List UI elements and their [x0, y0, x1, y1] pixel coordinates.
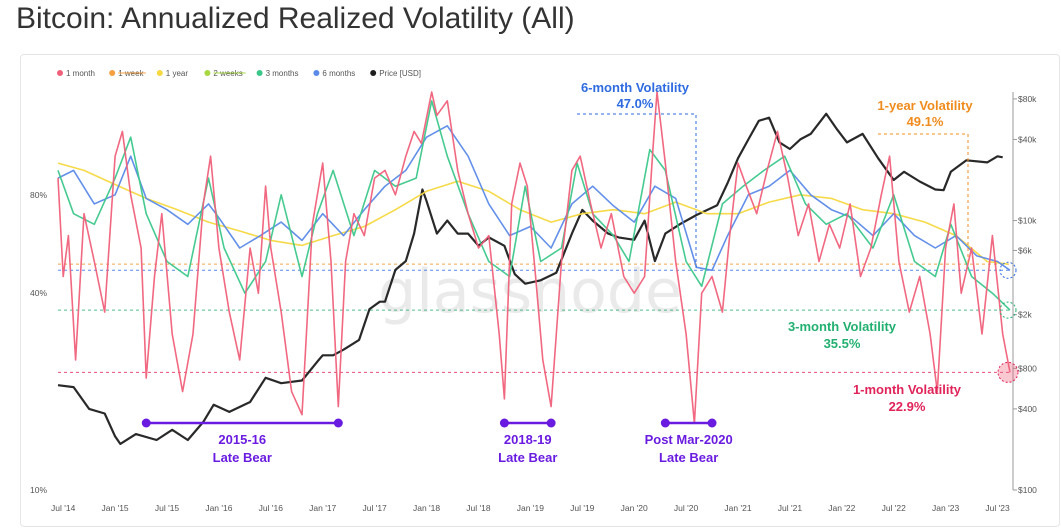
annotation-6m-leader: [577, 113, 697, 271]
late-bear-label-0: 2015-16: [218, 432, 266, 447]
late-bear-start-1: [499, 418, 509, 428]
y-right-tick-label: $80k: [1018, 94, 1037, 104]
late-bear-sublabel-0: Late Bear: [213, 450, 272, 465]
x-tick-label: Jan '18: [413, 503, 440, 513]
legend-label-1-year: 1 year: [166, 69, 189, 78]
left-y-axis: 10% 40% 80%: [30, 190, 47, 495]
y-right-tick-label: $6k: [1018, 245, 1032, 255]
late-bear-end-2: [707, 418, 717, 428]
x-tick-label: Jan '19: [517, 503, 544, 513]
legend-label-3-months: 3 months: [266, 69, 299, 78]
annotation-1y-label: 1-year Volatility: [877, 98, 973, 113]
x-tick-label: Jul '22: [882, 503, 907, 513]
y-right-tick-label: $400: [1018, 404, 1037, 414]
watermark: glassnode: [378, 257, 682, 327]
y-left-tick-label: 80%: [30, 190, 47, 200]
series-line-price: [57, 112, 1003, 445]
y-right-tick-label: $2k: [1018, 310, 1032, 320]
annotation-6m-label: 6-month Volatility: [581, 80, 690, 95]
x-tick-label: Jul '15: [155, 503, 180, 513]
x-tick-label: Jan '21: [724, 503, 751, 513]
annotation-6m-value: 47.0%: [617, 96, 654, 111]
series-line-m3: [57, 100, 1011, 311]
y-right-tick-label: $800: [1018, 363, 1037, 373]
x-axis: Jul '14 Jan '15 Jul '15 Jan '16 Jul '16 Jan '…: [51, 503, 1010, 513]
legend-dot-1-year: [156, 70, 163, 76]
legend-dot-price-usd: [370, 70, 377, 76]
series-line-m1: [57, 91, 1011, 425]
series-line-m6: [57, 125, 1011, 272]
late-bear-markers: 2015-16 Late Bear 2018-19 Late Bear Post Mar…: [141, 418, 733, 465]
marker-3m-end: [999, 301, 1017, 319]
legend-label-6-months: 6 months: [322, 69, 355, 78]
late-bear-label-1: 2018-19: [504, 432, 552, 447]
late-bear-start-0: [141, 418, 151, 428]
y-right-tick-label: $100: [1018, 485, 1037, 495]
late-bear-start-2: [660, 418, 670, 428]
legend: 1 month 1 week 1 year 2 weeks 3 months 6 mont…: [57, 69, 421, 78]
marker-6m-end: [999, 261, 1017, 279]
annotation-3m-value: 35.5%: [824, 336, 861, 351]
y-right-tick-label: $40k: [1018, 134, 1037, 144]
annotation-1m-value: 22.9%: [889, 399, 926, 414]
x-tick-label: Jul '18: [466, 503, 491, 513]
x-tick-label: Jan '23: [932, 503, 959, 513]
late-bear-end-1: [546, 418, 556, 428]
x-tick-label: Jul '20: [674, 503, 699, 513]
chart-frame: [20, 54, 1060, 527]
legend-dot-6-months: [313, 70, 320, 76]
annotation-1y-value: 49.1%: [907, 114, 944, 129]
legend-label-1-month: 1 month: [66, 69, 95, 78]
x-tick-label: Jul '16: [259, 503, 284, 513]
x-tick-label: Jan '16: [205, 503, 232, 513]
y-right-tick-label: $10k: [1018, 216, 1037, 226]
x-tick-label: Jan '17: [309, 503, 336, 513]
late-bear-end-0: [333, 418, 343, 428]
late-bear-sublabel-2: Late Bear: [659, 450, 718, 465]
x-tick-label: Jul '14: [51, 503, 76, 513]
series-line-y1: [57, 162, 1008, 265]
y-left-tick-label: 10%: [30, 485, 47, 495]
legend-dot-3-months: [256, 70, 263, 76]
legend-dot-2-weeks: [204, 70, 211, 76]
x-tick-label: Jul '17: [362, 503, 387, 513]
annotation-1m-label: 1-month Volatility: [853, 382, 962, 397]
chart-title: Bitcoin: Annualized Realized Volatility …: [16, 2, 575, 35]
x-tick-label: Jan '15: [102, 503, 129, 513]
x-tick-label: Jul '21: [778, 503, 803, 513]
annotation-3m-label: 3-month Volatility: [788, 319, 897, 334]
series-lines: [57, 91, 1011, 445]
x-tick-label: Jan '22: [828, 503, 855, 513]
annotation-1y-leader: [878, 133, 969, 265]
x-tick-label: Jul '23: [985, 503, 1010, 513]
legend-dot-1-week: [109, 70, 116, 76]
x-tick-label: Jul '19: [570, 503, 595, 513]
legend-label-price-usd: Price [USD]: [379, 69, 421, 78]
y-left-tick-label: 40%: [30, 288, 47, 298]
late-bear-label-2: Post Mar-2020: [645, 432, 733, 447]
legend-dot-1-month: [57, 70, 63, 76]
x-tick-label: Jan '20: [621, 503, 648, 513]
marker-1m-end: [997, 361, 1019, 383]
late-bear-sublabel-1: Late Bear: [498, 450, 557, 465]
right-y-axis: $100 $400 $800 $2k $6k $10k $40k $80k: [1012, 92, 1037, 495]
